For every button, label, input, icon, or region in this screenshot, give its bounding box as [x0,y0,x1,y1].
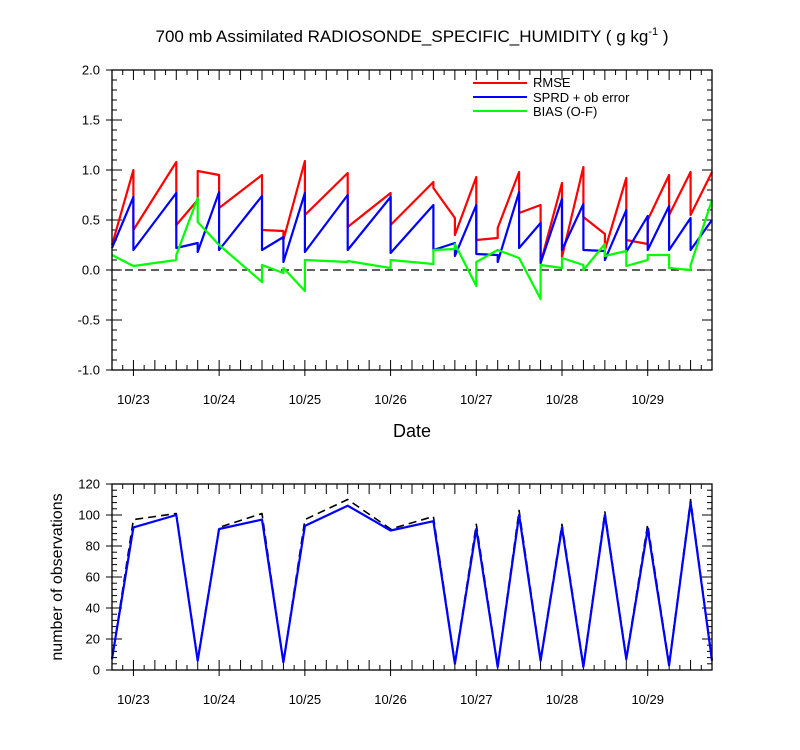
y-tick-label: 2.0 [82,63,100,78]
title-main: 700 mb Assimilated RADIOSONDE_SPECIFIC_H… [156,27,649,46]
legend: RMSE SPRD + ob error BIAS (O-F) [473,75,630,119]
y-tick-label: 0.0 [82,263,100,278]
bottom-x-tick-labels: 10/23 10/24 10/25 10/26 10/27 10/28 10/29 [117,692,664,707]
y-tick-label: 1.0 [82,163,100,178]
x-tick-label: 10/26 [374,692,407,707]
x-tick-label: 10/23 [117,692,150,707]
top-plot-frame [111,69,713,371]
bottom-ticks [106,483,713,676]
x-tick-label: 10/25 [289,692,322,707]
x-tick-label: 10/27 [460,692,493,707]
x-tick-label: 10/28 [546,692,579,707]
x-tick-label: 10/28 [546,392,579,407]
y-tick-label: 120 [78,477,100,492]
y-tick-label: 0.5 [82,213,100,228]
x-tick-label: 10/29 [631,392,664,407]
x-tick-label: 10/23 [117,392,150,407]
chart-title: 700 mb Assimilated RADIOSONDE_SPECIFIC_H… [156,26,669,46]
legend-label-bias: BIAS (O-F) [533,104,597,119]
series-line-sprd-ob-error [110,190,713,265]
x-tick-label: 10/29 [631,692,664,707]
bottom-series [110,498,714,669]
y-tick-label: -1.0 [78,363,100,378]
top-y-tick-labels: -1.0 -0.5 0.0 0.5 1.0 1.5 2.0 [78,63,100,378]
legend-label-rmse: RMSE [533,75,571,90]
y-tick-label: 1.5 [82,113,100,128]
series-line-assimilated [110,501,714,669]
bottom-plot-frame [111,483,713,671]
bottom-y-tick-labels: 0 20 40 60 80 100 120 [78,477,100,678]
top-x-tick-labels: 10/23 10/24 10/25 10/26 10/27 10/28 10/29 [117,392,664,407]
y-tick-label: 100 [78,508,100,523]
y-tick-label: 80 [86,539,100,554]
y-axis-title-observations: number of observations [49,493,66,660]
x-tick-label: 10/24 [203,692,236,707]
top-series [110,159,714,301]
x-axis-title: Date [393,421,431,441]
title-suffix: ) [658,27,668,46]
x-tick-label: 10/24 [203,392,236,407]
x-tick-label: 10/25 [289,392,322,407]
x-tick-label: 10/27 [460,392,493,407]
y-tick-label: 20 [86,632,100,647]
series-line-bias-o-f [111,196,714,301]
y-tick-label: 0 [93,663,100,678]
y-tick-label: -0.5 [78,313,100,328]
y-tick-label: 60 [86,570,100,585]
y-tick-label: 40 [86,601,100,616]
top-chart: -1.0-0.50.00.51.01.52.0 10/23 10/24 10/25 1… [78,63,714,441]
x-tick-label: 10/26 [374,392,407,407]
series-line-rmse [110,159,713,265]
legend-label-sprd: SPRD + ob error [533,90,630,105]
title-superscript: -1 [648,26,658,38]
